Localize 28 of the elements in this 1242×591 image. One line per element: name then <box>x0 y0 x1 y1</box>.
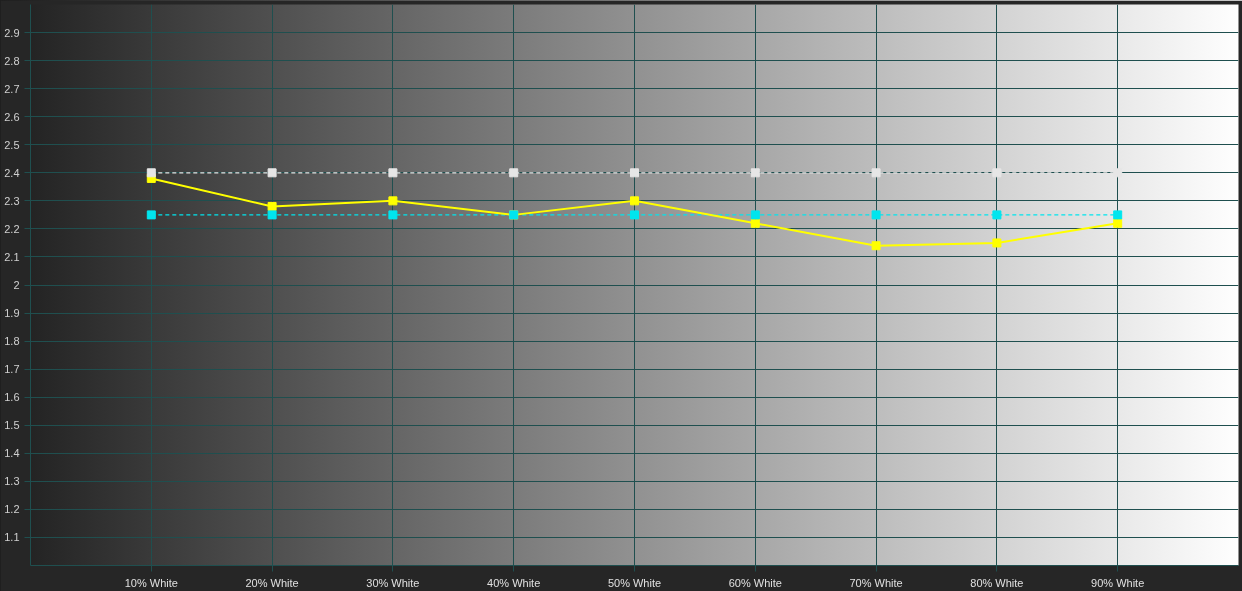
y-tick-label: 1.8 <box>4 335 20 348</box>
x-tick-label: 10% White <box>124 576 178 589</box>
y-tick-label: 2.9 <box>4 26 20 39</box>
x-tick-label: 90% White <box>1091 576 1145 589</box>
y-tick-label: 1.5 <box>4 419 20 432</box>
y-tick-label: 2.5 <box>4 138 20 151</box>
y-tick-label: 2 <box>13 279 20 291</box>
y-tick-label: 1.3 <box>4 475 20 488</box>
x-tick-label: 50% White <box>607 576 662 589</box>
x-tick-label: 40% White <box>487 576 541 589</box>
x-tick-label: 70% White <box>849 576 903 589</box>
y-tick-label: 2.2 <box>4 222 20 235</box>
y-tick-label: 2.4 <box>4 166 20 179</box>
y-tick-label: 1.9 <box>4 307 20 320</box>
y-tick-label: 2.1 <box>4 250 20 263</box>
y-tick-label: 1.6 <box>4 391 20 404</box>
y-tick-label: 2.6 <box>4 110 20 123</box>
y-tick-label: 1.2 <box>4 503 20 516</box>
y-tick-label: 1.1 <box>4 531 20 544</box>
y-tick-label: 2.7 <box>4 82 20 95</box>
x-tick-label: 30% White <box>366 576 420 589</box>
y-tick-label: 2.8 <box>4 54 20 67</box>
y-tick-label: 1.4 <box>4 447 20 460</box>
y-tick-label: 2.3 <box>4 194 20 207</box>
x-tick-label: 80% White <box>970 576 1024 589</box>
y-tick-label: 1.7 <box>4 363 20 376</box>
x-tick-label: 20% White <box>245 576 299 589</box>
x-tick-label: 60% White <box>728 576 782 589</box>
